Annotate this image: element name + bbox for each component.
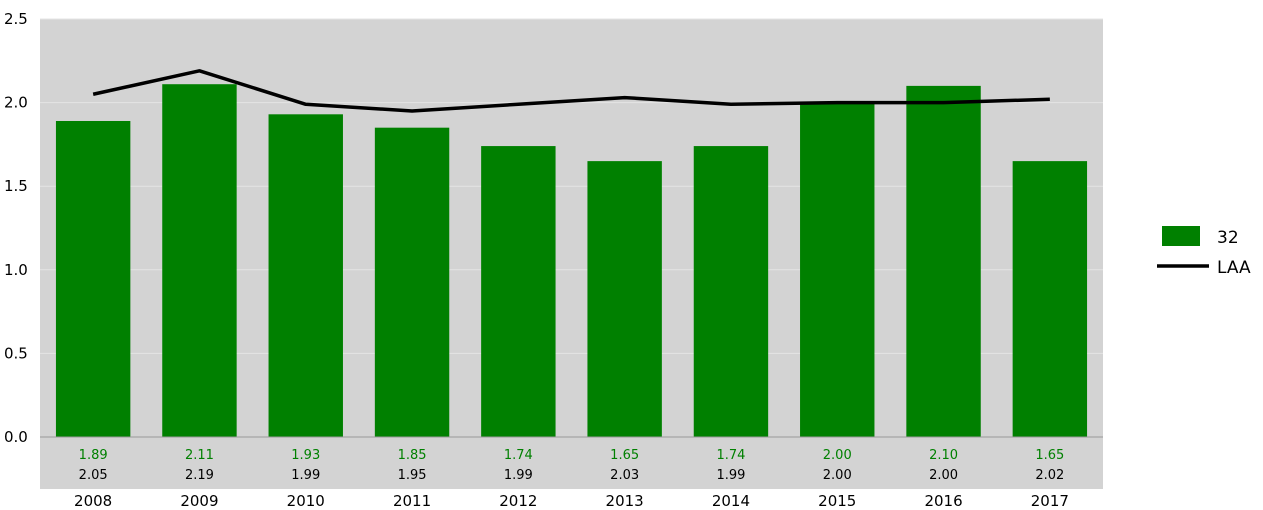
x-tick-label: 2016 [924, 492, 962, 510]
x-tick-label: 2010 [287, 492, 325, 510]
line-value-label: 2.03 [610, 468, 639, 483]
x-tick-label: 2014 [712, 492, 750, 510]
line-value-label: 2.00 [823, 468, 852, 483]
bar [374, 127, 450, 438]
x-axis: 2008 2009 2010 2011 2012 2013 2014 2015 2016 2017 [74, 492, 1069, 510]
y-tick-label: 0.0 [4, 428, 28, 446]
bar [55, 120, 131, 437]
x-tick-label: 2015 [818, 492, 856, 510]
line-value-label: 1.99 [291, 468, 320, 483]
bar [800, 102, 875, 437]
x-tick-label: 2017 [1031, 492, 1069, 510]
bar-value-label: 2.10 [929, 448, 958, 463]
bar [481, 146, 556, 437]
line-series-path [92, 69, 1050, 113]
x-tick-label: 2013 [606, 492, 644, 510]
y-tick-label: 1.5 [4, 177, 28, 195]
bar-series [55, 84, 1088, 438]
y-tick-label: 2.0 [4, 94, 28, 112]
legend-swatch-bar [1162, 226, 1200, 246]
line-value-label: 2.02 [1035, 468, 1064, 483]
bar [693, 146, 769, 437]
legend-label-line: LAA [1217, 258, 1251, 278]
data-labels: 1.89 2.11 1.93 1.85 1.74 1.65 1.74 2.00 2.10 1.65… [79, 448, 1065, 483]
y-tick-label: 2.5 [4, 10, 28, 28]
line-value-label: 1.99 [504, 468, 533, 483]
bar-value-label: 1.65 [1035, 448, 1064, 463]
line-value-label: 2.19 [185, 468, 214, 483]
bar [162, 84, 237, 437]
bar [906, 85, 981, 437]
x-tick-label: 2008 [74, 492, 112, 510]
y-tick-label: 1.0 [4, 261, 28, 279]
bar [268, 114, 343, 437]
x-tick-label: 2009 [180, 492, 218, 510]
line-value-label: 2.05 [79, 468, 108, 483]
line-series [92, 69, 1050, 113]
x-tick-label: 2012 [499, 492, 537, 510]
bar-value-label: 1.89 [79, 448, 108, 463]
line-value-label: 1.99 [716, 468, 745, 483]
bar-value-label: 1.93 [291, 448, 320, 463]
y-axis: 0.0 0.5 1.0 1.5 2.0 2.5 [4, 10, 28, 446]
legend: 32 LAA [1157, 226, 1251, 278]
x-tick-label: 2011 [393, 492, 431, 510]
bar-value-label: 2.00 [823, 448, 852, 463]
bar-value-label: 1.65 [610, 448, 639, 463]
line-value-label: 1.95 [398, 468, 427, 483]
line-value-label: 2.00 [929, 468, 958, 483]
bar-value-label: 1.85 [398, 448, 427, 463]
legend-label-bar: 32 [1217, 228, 1239, 248]
y-tick-label: 0.5 [4, 344, 28, 362]
bar [587, 161, 662, 437]
bar [1012, 161, 1088, 437]
bar-value-label: 1.74 [504, 448, 533, 463]
bar-value-label: 2.11 [185, 448, 214, 463]
bar-value-label: 1.74 [716, 448, 745, 463]
